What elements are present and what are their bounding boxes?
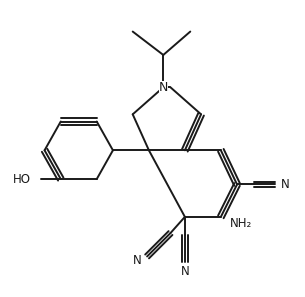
- Text: HO: HO: [13, 173, 31, 186]
- Text: N: N: [133, 254, 142, 267]
- Text: N: N: [281, 178, 290, 191]
- Text: N: N: [159, 81, 168, 94]
- Text: N: N: [181, 266, 189, 278]
- Text: NH₂: NH₂: [230, 217, 252, 230]
